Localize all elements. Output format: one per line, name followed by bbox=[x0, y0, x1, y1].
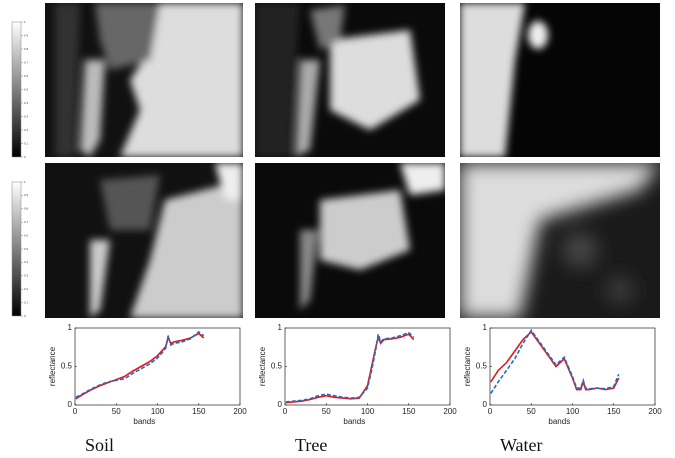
x-tick-label: 50 bbox=[527, 407, 536, 416]
colorbar-tick-label: 0.5 bbox=[24, 247, 29, 251]
x-tick-label: 100 bbox=[361, 407, 375, 416]
colorbar-tick-label: 0.4 bbox=[24, 260, 29, 264]
abundance-map bbox=[255, 163, 445, 318]
y-tick-label: 1 bbox=[68, 323, 73, 332]
colorbar-tick-label: 0.3 bbox=[24, 114, 29, 118]
colorbar bbox=[11, 181, 22, 317]
colorbar bbox=[11, 21, 22, 158]
abundance-map bbox=[460, 3, 660, 157]
y-axis-label: reflectance bbox=[48, 346, 57, 386]
y-tick-label: 0.5 bbox=[476, 362, 488, 371]
x-axis-label: bands bbox=[548, 417, 570, 426]
x-tick-label: 150 bbox=[402, 407, 416, 416]
y-tick-label: 0 bbox=[483, 400, 488, 409]
x-tick-label: 200 bbox=[443, 407, 457, 416]
colorbar-tick-label: 0.1 bbox=[24, 300, 29, 304]
x-axis-label: bands bbox=[133, 417, 155, 426]
x-tick-label: 0 bbox=[73, 407, 78, 416]
colorbar-tick-label: 1 bbox=[24, 20, 26, 24]
x-tick-label: 50 bbox=[322, 407, 331, 416]
spectrum-line bbox=[75, 330, 205, 399]
x-tick-label: 200 bbox=[648, 407, 662, 416]
x-tick-label: 100 bbox=[151, 407, 165, 416]
y-axis-label: reflectance bbox=[463, 346, 472, 386]
abundance-map bbox=[45, 3, 243, 157]
abundance-map bbox=[255, 3, 445, 157]
colorbar-tick-label: 0.2 bbox=[24, 287, 29, 291]
x-tick-label: 150 bbox=[607, 407, 621, 416]
colorbar-tick-label: 0.3 bbox=[24, 274, 29, 278]
colorbar-tick-label: 1 bbox=[24, 180, 26, 184]
y-tick-label: 0.5 bbox=[271, 362, 283, 371]
colorbar-tick-label: 0.1 bbox=[24, 141, 29, 145]
caption: Tree bbox=[295, 435, 327, 455]
colorbar-tick-label: 0.8 bbox=[24, 47, 29, 51]
abundance-map bbox=[45, 163, 243, 318]
y-tick-label: 0.5 bbox=[61, 362, 73, 371]
colorbar-tick-label: 0.9 bbox=[24, 33, 29, 37]
x-axis-label: bands bbox=[343, 417, 365, 426]
y-axis-label: reflectance bbox=[258, 346, 267, 386]
x-tick-label: 100 bbox=[566, 407, 580, 416]
caption: Soil bbox=[85, 435, 114, 455]
abundance-map bbox=[460, 163, 660, 318]
colorbar-tick-label: 0 bbox=[24, 314, 26, 318]
spectrum-line bbox=[285, 331, 415, 403]
x-tick-label: 200 bbox=[233, 407, 247, 416]
x-tick-label: 150 bbox=[192, 407, 206, 416]
y-tick-label: 0 bbox=[68, 400, 73, 409]
caption: Water bbox=[500, 435, 543, 455]
y-tick-label: 0 bbox=[278, 400, 283, 409]
plot-area bbox=[284, 327, 451, 406]
plot-area bbox=[74, 327, 241, 406]
plot-area bbox=[489, 327, 656, 406]
colorbar-tick-label: 0.4 bbox=[24, 101, 29, 105]
colorbar-tick-label: 0 bbox=[24, 155, 26, 159]
spectrum-line bbox=[490, 328, 620, 394]
y-tick-label: 1 bbox=[278, 323, 283, 332]
x-tick-label: 0 bbox=[283, 407, 288, 416]
colorbar-tick-label: 0.6 bbox=[24, 74, 29, 78]
colorbar-tick-label: 0.8 bbox=[24, 207, 29, 211]
colorbar-tick-label: 0.2 bbox=[24, 128, 29, 132]
colorbar-tick-label: 0.5 bbox=[24, 87, 29, 91]
x-tick-label: 0 bbox=[488, 407, 493, 416]
x-tick-label: 50 bbox=[112, 407, 121, 416]
colorbar-tick-label: 0.9 bbox=[24, 193, 29, 197]
colorbar-tick-label: 0.7 bbox=[24, 220, 29, 224]
colorbar-tick-label: 0.6 bbox=[24, 233, 29, 237]
colorbar-tick-label: 0.7 bbox=[24, 60, 29, 64]
y-tick-label: 1 bbox=[483, 323, 488, 332]
spectrum-line bbox=[75, 332, 205, 400]
